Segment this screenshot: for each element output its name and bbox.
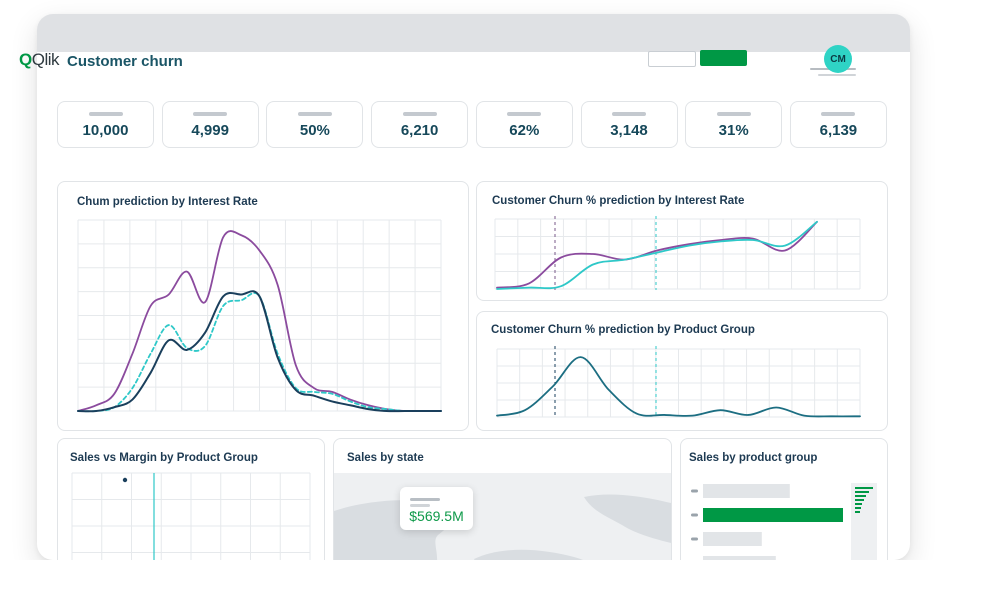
c6-bar [703, 484, 790, 498]
browser-chrome-bar [37, 14, 910, 52]
kpi-tile[interactable]: 4,999 [161, 101, 259, 148]
sales-product-card[interactable]: Sales by product group [680, 438, 888, 580]
c6-minimap-bar [855, 491, 869, 493]
c1-series-line [77, 290, 442, 413]
kpi-label-placeholder [402, 112, 437, 116]
avatar[interactable]: CM [824, 45, 852, 73]
c6-category-tick [691, 513, 698, 517]
kpi-value: 3,148 [610, 122, 648, 139]
c6-minimap-bar [855, 487, 873, 489]
map-land [584, 494, 671, 543]
kpi-label-placeholder [88, 112, 123, 116]
sales-state-title: Sales by state [347, 452, 424, 464]
kpi-tile[interactable]: 6,210 [371, 101, 469, 148]
churn-product-title: Customer Churn % prediction by Product G… [491, 324, 755, 336]
kpi-tile[interactable]: 62% [475, 101, 573, 148]
secondary-button[interactable] [648, 51, 696, 67]
brand-name: Qlik [31, 50, 60, 69]
qlik-logo: QQlik [19, 50, 60, 69]
kpi-tile[interactable]: 3,148 [580, 101, 678, 148]
kpi-value: 4,999 [191, 122, 229, 139]
c2-series-line [496, 220, 818, 290]
kpi-label-placeholder [716, 112, 751, 116]
churn-product-chart[interactable] [477, 312, 887, 430]
kpi-value: 50% [299, 122, 330, 139]
kpi-label-placeholder [507, 112, 542, 116]
kpi-value: 31% [718, 122, 749, 139]
interest-rate-chart-card[interactable]: Chum prediction by Interest Rate [57, 181, 469, 431]
kpi-tile[interactable]: 10,000 [57, 101, 154, 148]
kpi-label-placeholder [193, 112, 228, 116]
c4-point [122, 477, 128, 483]
kpi-label-placeholder [297, 112, 332, 116]
kpi-value: 6,210 [400, 122, 439, 139]
tooltip-label-line [410, 498, 440, 501]
sales-margin-chart[interactable] [58, 439, 324, 579]
c6-minimap-bar [855, 499, 864, 501]
kpi-tile[interactable]: 6,139 [789, 101, 887, 148]
c6-minimap-bar [855, 495, 866, 497]
sales-margin-title: Sales vs Margin by Product Group [70, 452, 258, 464]
kpi-tile[interactable]: 50% [266, 101, 364, 148]
map-tooltip: $569.5M [400, 487, 473, 530]
c6-minimap-bar [855, 511, 860, 513]
kpi-label-placeholder [612, 112, 646, 116]
tooltip-value: $569.5M [409, 508, 464, 524]
page-title: Customer churn [67, 53, 183, 70]
c6-minimap-bar [855, 507, 861, 509]
churn-interest-title: Customer Churn % prediction by Interest … [492, 195, 745, 207]
c6-minimap-bar [855, 503, 862, 505]
kpi-tile[interactable]: 31% [685, 101, 783, 148]
sales-state-card[interactable]: Sales by state [333, 438, 672, 580]
c6-category-tick [691, 489, 698, 493]
kpi-label-placeholder [821, 112, 856, 116]
sales-margin-card[interactable]: Sales vs Margin by Product Group [57, 438, 325, 580]
sales-product-title: Sales by product group [689, 452, 818, 464]
primary-button[interactable] [700, 50, 747, 66]
c3-series-line [496, 356, 861, 418]
churn-interest-card[interactable]: Customer Churn % prediction by Interest … [476, 181, 888, 301]
interest-rate-chart[interactable] [58, 182, 468, 430]
kpi-value: 6,139 [819, 122, 858, 139]
tooltip-label-line-2 [410, 504, 430, 507]
churn-product-card[interactable]: Customer Churn % prediction by Product G… [476, 311, 888, 431]
kpi-value: 62% [509, 122, 540, 139]
frame-bottom-mask [0, 560, 1000, 600]
kpi-value: 10,000 [82, 122, 129, 139]
c6-bar [703, 508, 843, 522]
menu-icon-line-2[interactable] [818, 74, 856, 76]
c6-bar [703, 532, 762, 546]
sales-product-chart[interactable] [681, 439, 887, 579]
sales-state-map[interactable] [334, 439, 671, 579]
churn-interest-chart[interactable] [477, 182, 887, 300]
interest-rate-chart-title: Chum prediction by Interest Rate [77, 196, 258, 208]
c6-category-tick [691, 537, 698, 541]
